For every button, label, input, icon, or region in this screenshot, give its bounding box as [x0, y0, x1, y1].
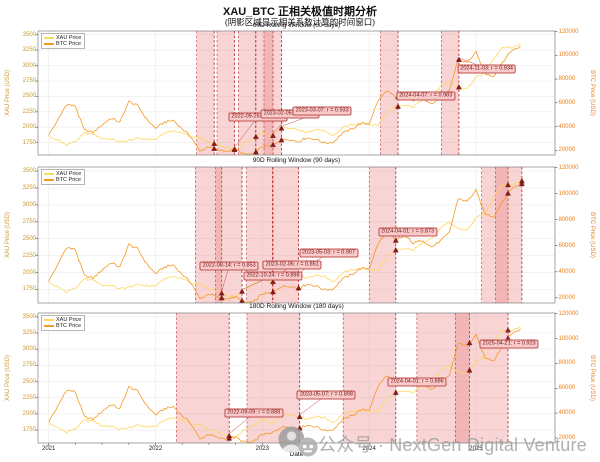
- extreme-marker-triangle: [519, 177, 525, 184]
- correlation-window-band: [481, 167, 508, 303]
- correlation-window-band: [455, 313, 508, 443]
- correlation-window-band: [247, 313, 300, 443]
- extreme-marker-triangle: [278, 136, 285, 143]
- correlation-window-band: [217, 31, 235, 155]
- extreme-marker-triangle: [456, 84, 462, 90]
- extreme-marker-triangle: [395, 103, 401, 109]
- subplot-title-90d: 90D Rolling Window (90 days): [252, 157, 341, 164]
- annotation-connector: [234, 116, 259, 148]
- x-axis-title: Date: [289, 451, 304, 458]
- extreme-marker-triangle: [239, 288, 245, 294]
- watermark-text: 公众号 · NextGen Digital Venture: [318, 435, 587, 455]
- correlation-window-band: [264, 31, 282, 155]
- extreme-marker-triangle: [519, 180, 525, 187]
- chart-title: XAU_BTC 正相关极值时期分析: [222, 6, 377, 18]
- extreme-marker-triangle: [270, 132, 276, 138]
- mascot-icon: [298, 437, 318, 462]
- extreme-marker-triangle: [505, 190, 511, 196]
- extreme-marker-triangle: [270, 288, 276, 295]
- correlation-window-band: [255, 31, 273, 155]
- correlation-window-band: [246, 167, 273, 303]
- correlation-window-band: [441, 31, 459, 155]
- extreme-marker-triangle: [211, 140, 218, 146]
- annotation-connector: [281, 111, 323, 127]
- xau-price-line: [48, 43, 521, 151]
- extreme-marker-triangle: [505, 181, 511, 188]
- btc-price-line: [48, 183, 521, 303]
- xau-price-line: [48, 325, 521, 438]
- correlation-window-band: [343, 313, 396, 443]
- extreme-marker-triangle: [456, 56, 462, 62]
- correlation-window-band: [196, 31, 215, 155]
- correlation-window-band: [369, 167, 396, 303]
- extreme-marker-triangle: [253, 148, 259, 155]
- extreme-marker-triangle: [296, 413, 303, 420]
- correlation-window-band: [380, 31, 398, 155]
- extreme-marker-triangle: [295, 284, 302, 291]
- correlation-window-band: [495, 167, 522, 303]
- extreme-marker-triangle: [226, 432, 233, 439]
- correlation-window-band: [272, 167, 299, 303]
- extreme-marker-triangle: [270, 278, 276, 285]
- extreme-marker-triangle: [278, 125, 285, 131]
- subplot-title-60d: 60D Rolling Window (60 days): [252, 22, 341, 29]
- user-avatar-icon: [278, 426, 305, 458]
- annotation-connector: [458, 57, 487, 69]
- subplot-title-180d: 180D Rolling Window (180 days): [249, 303, 344, 310]
- correlation-window-band: [238, 31, 256, 155]
- extreme-marker-triangle: [218, 290, 225, 296]
- extreme-marker-triangle: [270, 141, 276, 148]
- extreme-marker-triangle: [392, 389, 399, 395]
- correlation-window-band: [215, 167, 242, 303]
- extreme-marker-triangle: [392, 247, 399, 253]
- extreme-marker-triangle: [231, 146, 238, 152]
- chart-subtitle: (阴影区域显示相关系数计算的时间窗口): [224, 17, 376, 27]
- extreme-marker-triangle: [211, 145, 218, 151]
- extreme-marker-triangle: [253, 133, 259, 139]
- correlation-window-band: [176, 313, 230, 443]
- extreme-marker-triangle: [466, 339, 473, 346]
- watermark: 公众号 · NextGen Digital Venture: [278, 425, 598, 459]
- extreme-marker-triangle: [218, 294, 225, 301]
- extreme-marker-triangle: [466, 367, 473, 373]
- correlation-window-band: [195, 167, 222, 303]
- extreme-marker-triangle: [392, 237, 399, 243]
